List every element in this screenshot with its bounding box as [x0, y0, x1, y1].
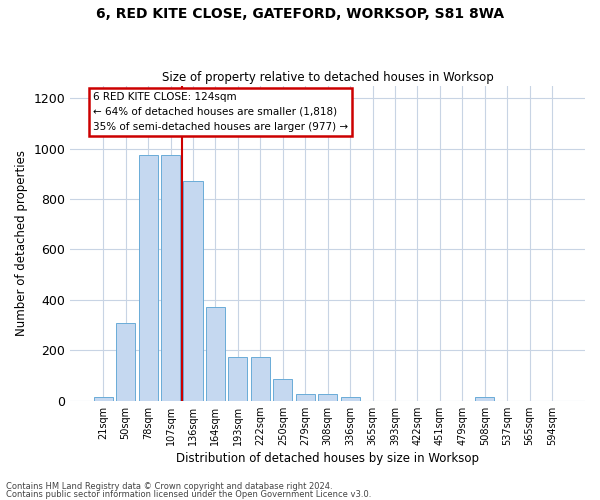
Bar — [296, 394, 315, 400]
Bar — [161, 155, 180, 400]
Bar — [273, 380, 292, 400]
Text: 6, RED KITE CLOSE, GATEFORD, WORKSOP, S81 8WA: 6, RED KITE CLOSE, GATEFORD, WORKSOP, S8… — [96, 8, 504, 22]
Text: Contains HM Land Registry data © Crown copyright and database right 2024.: Contains HM Land Registry data © Crown c… — [6, 482, 332, 491]
Bar — [229, 356, 247, 401]
Bar — [116, 322, 135, 400]
Bar — [318, 394, 337, 400]
Bar — [184, 181, 203, 400]
Bar — [475, 398, 494, 400]
Title: Size of property relative to detached houses in Worksop: Size of property relative to detached ho… — [162, 72, 494, 85]
Bar — [139, 155, 158, 400]
Bar — [206, 308, 225, 400]
Bar — [94, 398, 113, 400]
Bar — [341, 398, 359, 400]
Bar — [251, 356, 270, 401]
Text: Contains public sector information licensed under the Open Government Licence v3: Contains public sector information licen… — [6, 490, 371, 499]
X-axis label: Distribution of detached houses by size in Worksop: Distribution of detached houses by size … — [176, 452, 479, 465]
Text: 6 RED KITE CLOSE: 124sqm
← 64% of detached houses are smaller (1,818)
35% of sem: 6 RED KITE CLOSE: 124sqm ← 64% of detach… — [93, 92, 348, 132]
Y-axis label: Number of detached properties: Number of detached properties — [15, 150, 28, 336]
